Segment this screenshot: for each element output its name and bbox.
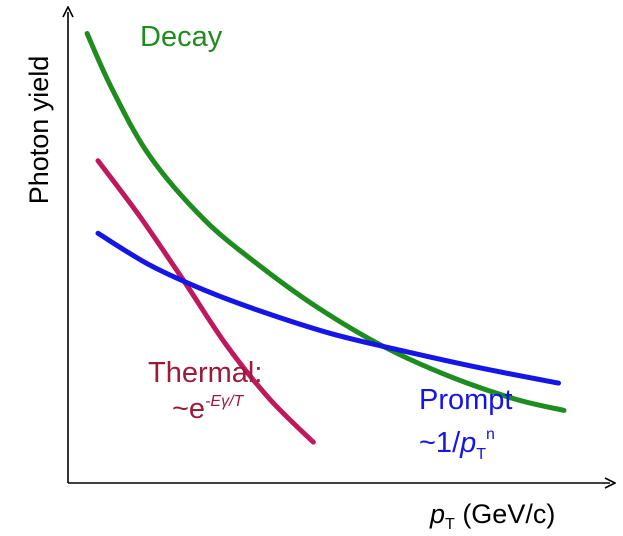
x-axis-label-sub: T <box>445 516 455 533</box>
series-label-thermal-2: ~e-Eγ/T <box>172 393 245 425</box>
series-line-prompt <box>95 230 561 386</box>
series-label-prompt-1: Prompt <box>419 384 512 416</box>
thermal-formula-base: ~e <box>172 393 205 425</box>
prompt-formula-sub: T <box>476 446 486 463</box>
prompt-formula-sup: n <box>486 426 495 443</box>
x-axis-label-var: p <box>429 499 445 529</box>
series-lines <box>84 31 567 445</box>
x-axis-label-units: (GeV/c) <box>455 499 556 529</box>
series-label-decay: Decay <box>140 21 223 53</box>
series-line-decay <box>84 31 567 413</box>
series-line-thermal <box>95 158 316 445</box>
series-label-prompt-2: ~1/pTn <box>419 426 495 463</box>
y-axis-label: Photon yield <box>24 56 54 205</box>
x-axis-label: pT (GeV/c) <box>429 499 555 533</box>
prompt-formula-base: ~1/ <box>419 427 461 459</box>
series-label-thermal-1: Thermal: <box>148 357 262 389</box>
prompt-formula-var: p <box>459 427 476 459</box>
thermal-formula-exponent: -Eγ/T <box>205 393 244 410</box>
